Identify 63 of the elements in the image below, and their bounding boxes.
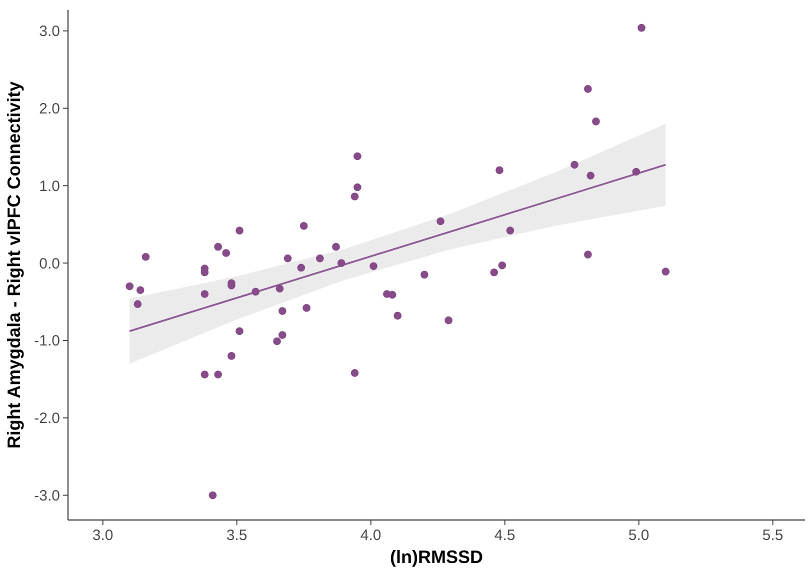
point [222, 249, 230, 257]
point [632, 168, 640, 176]
x-tick-label: 5.5 [762, 527, 784, 544]
point [337, 259, 346, 267]
point [214, 242, 222, 251]
point [350, 192, 359, 200]
y-tick-label: 1.0 [39, 178, 60, 195]
point [436, 217, 444, 226]
point [592, 118, 600, 126]
point [638, 24, 646, 32]
point [498, 261, 506, 270]
point [332, 242, 340, 251]
point [584, 250, 592, 258]
point [297, 264, 306, 272]
point [284, 254, 292, 262]
point [208, 491, 217, 500]
y-tick-label: 3.0 [39, 23, 60, 40]
point [350, 369, 359, 377]
point [134, 300, 142, 308]
x-tick-label: 3.5 [226, 527, 248, 544]
point [662, 268, 670, 276]
line-series [128, 164, 667, 332]
point [370, 262, 378, 270]
point [214, 370, 222, 378]
point [200, 370, 209, 378]
point [278, 307, 286, 315]
point [444, 316, 452, 324]
point [236, 327, 244, 336]
point [388, 290, 396, 299]
point [584, 85, 592, 93]
point [278, 331, 286, 339]
point [354, 152, 362, 160]
y-tick-label: -3.0 [34, 487, 60, 504]
y-tick-label: 0.0 [39, 255, 60, 272]
point [300, 222, 308, 230]
point [506, 226, 514, 234]
y-tick-label: -1.0 [34, 332, 60, 350]
x-tick-label: 4.5 [494, 527, 516, 544]
point [354, 183, 362, 192]
y-tick-label: 2.0 [39, 100, 60, 118]
point [273, 337, 281, 346]
point [570, 160, 578, 169]
y-tick-label: -2.0 [34, 410, 60, 428]
point [394, 312, 402, 320]
point [490, 268, 498, 276]
point [228, 352, 236, 360]
point [316, 254, 324, 262]
point [200, 290, 209, 298]
point [420, 270, 428, 279]
point [142, 252, 150, 261]
x-tick-label: 4.0 [360, 527, 382, 544]
point [236, 226, 244, 234]
point [136, 286, 144, 294]
point [276, 284, 284, 293]
y-axis-title: Right Amygdala - Right vlPFC Connectivity [4, 81, 24, 449]
point [126, 282, 134, 290]
point [496, 166, 504, 174]
point [252, 288, 260, 296]
x-tick-label: 3.0 [92, 527, 114, 544]
point [586, 172, 595, 180]
x-tick-label: 5.0 [628, 527, 650, 544]
x-axis-title: (ln)RMSSD [390, 547, 483, 567]
point [302, 304, 310, 312]
